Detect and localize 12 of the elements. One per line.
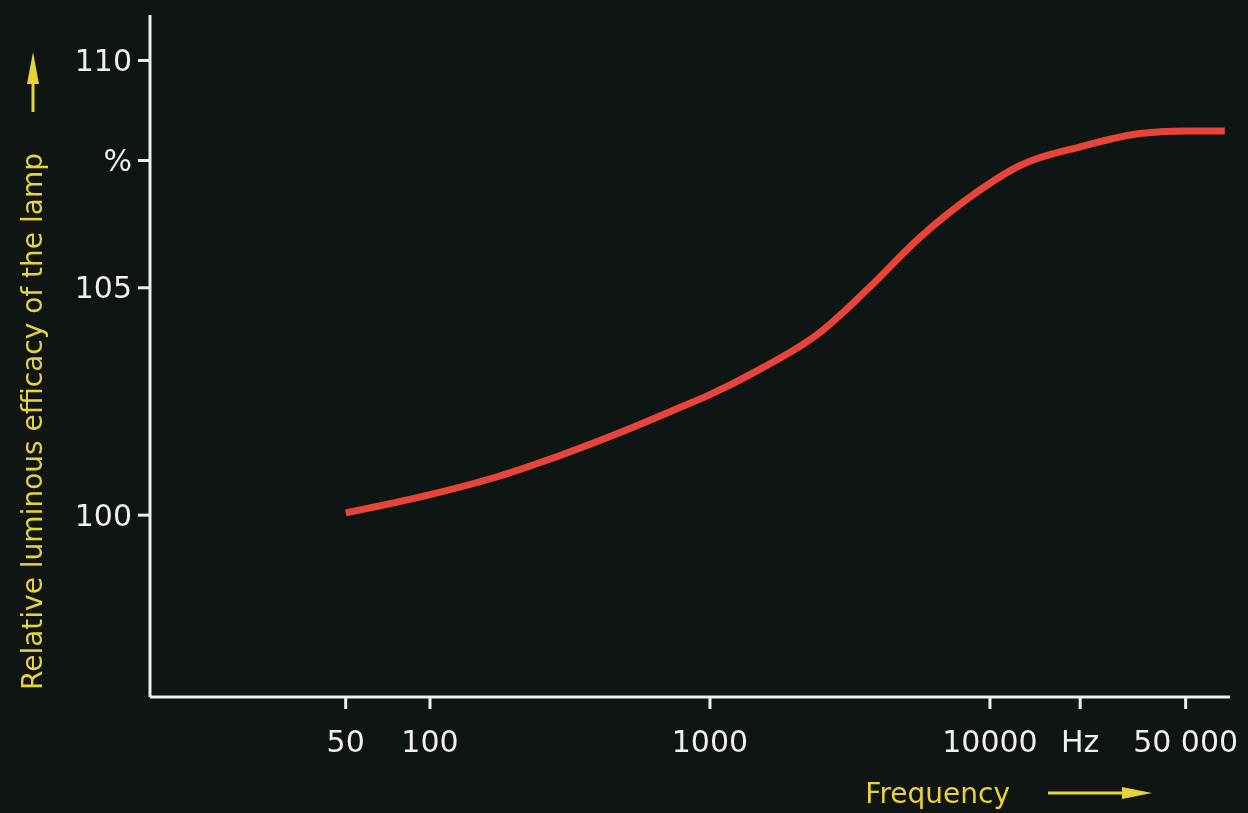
y-tick-label: 110 [74, 42, 132, 78]
y-axis-title: Relative luminous efficacy of the lamp [16, 153, 49, 690]
x-tick-label: Hz [1061, 724, 1100, 759]
y-tick-label: % [103, 142, 132, 178]
x-tick-label: 1000 [671, 724, 749, 759]
x-tick-label: 50 [326, 724, 365, 759]
y-tick-label: 105 [74, 270, 132, 306]
x-tick-label: 10000 [942, 724, 1038, 759]
x-tick-label: 100 [401, 724, 459, 759]
x-tick-label: 50 000 [1133, 724, 1239, 759]
y-tick-label: 100 [74, 497, 132, 533]
x-axis-title: Frequency [865, 777, 1010, 810]
